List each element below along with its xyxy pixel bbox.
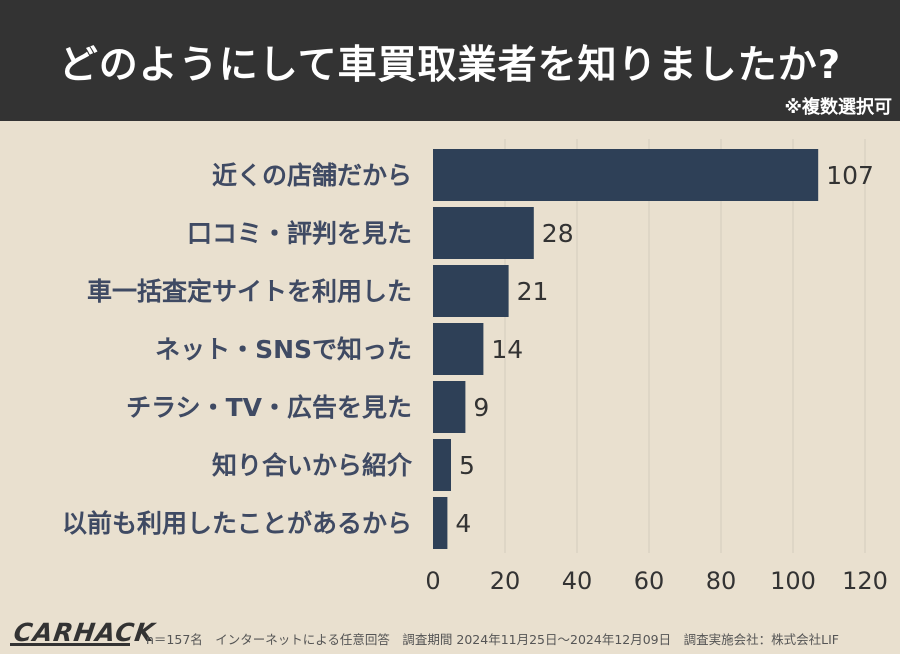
bar-3 [433,265,509,317]
category-label-6: 知り合いから紹介 [212,451,413,480]
bar-2 [433,207,534,259]
value-label-7: 4 [455,509,471,538]
category-label-7: 以前も利用したことがあるから [62,509,412,538]
survey-footnote: n＝157名 インターネットによる任意回答 調査期間 2024年11月25日〜2… [146,632,839,647]
x-tick-label-60: 60 [634,567,665,595]
x-tick-label-80: 80 [706,567,737,595]
page-title: どのようにして車買取業者を知りましたか? [58,43,842,88]
category-label-2: 口コミ・評判を見た [187,219,412,248]
x-tick-label-20: 20 [490,567,521,595]
multiple-choice-note: ※複数選択可 [784,97,893,118]
bar-5 [433,381,466,433]
category-label-5: チラシ・TV・広告を見た [126,393,412,422]
category-label-3: 車一括査定サイトを利用した [87,277,412,306]
header: どのようにして車買取業者を知りましたか? ※複数選択可 [0,0,900,121]
bar-1 [433,149,819,201]
bar-7 [433,497,448,549]
value-label-4: 14 [491,335,523,364]
value-label-1: 107 [826,161,874,190]
bar-chart: 近くの店舗だから 107 口コミ・評判を見た 28 車一括査定サイトを利用した 21 ネット… [62,139,888,595]
value-label-2: 28 [542,219,574,248]
bar-4 [433,323,484,375]
x-tick-label-40: 40 [562,567,593,595]
category-label-1: 近くの店舗だから [212,161,412,190]
x-tick-label-100: 100 [770,567,816,595]
x-tick-label-120: 120 [842,567,888,595]
category-label-4: ネット・SNSで知った [155,335,412,364]
value-label-5: 9 [473,393,489,422]
x-tick-label-0: 0 [425,567,440,595]
footer: CARHACK n＝157名 インターネットによる任意回答 調査期間 2024年… [0,612,900,654]
bar-6 [433,439,451,491]
value-label-3: 21 [517,277,549,306]
logo-underline [10,643,130,646]
value-label-6: 5 [459,451,475,480]
